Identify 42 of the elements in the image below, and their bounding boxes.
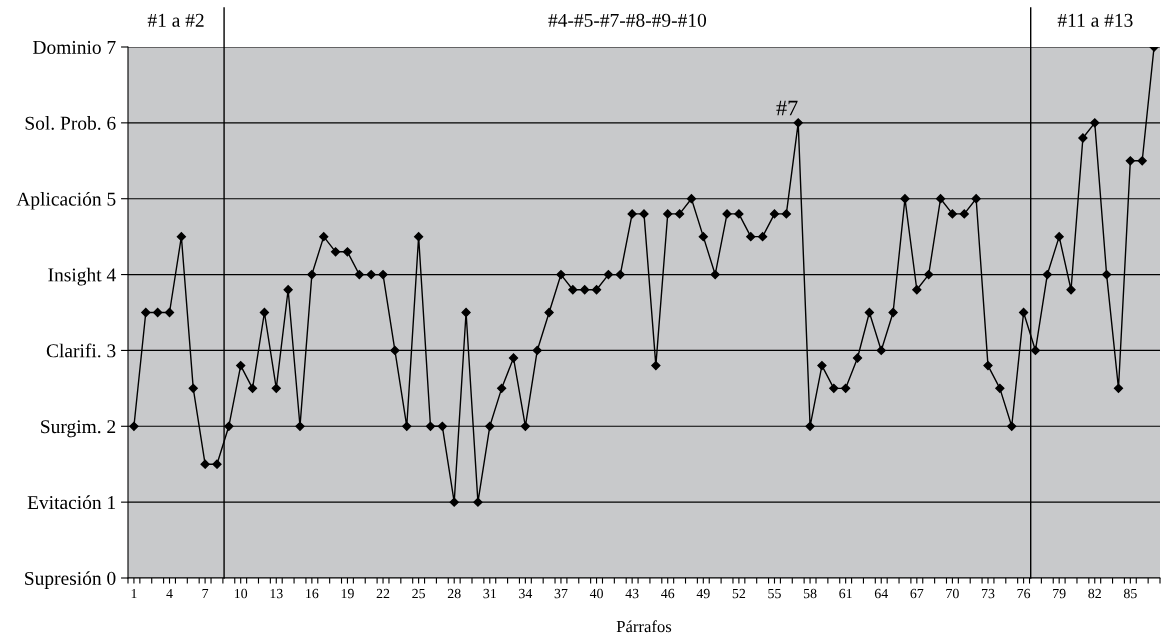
x-tick-label: 70 — [946, 588, 959, 599]
x-tick-label: 49 — [696, 588, 710, 599]
text: #1 a #2 — [147, 13, 204, 27]
x-tick-label: 22 — [376, 588, 390, 599]
x-tick-label: 67 — [910, 588, 924, 599]
y-tick-label: Clarifi. 3 — [46, 343, 116, 358]
x-tick-label: 58 — [803, 588, 817, 599]
text: #11 a #13 — [1057, 13, 1133, 27]
x-tick-label: 64 — [874, 588, 888, 599]
x-tick-label: 31 — [483, 588, 496, 599]
x-tick-label: 13 — [270, 588, 283, 599]
annotation: #7 — [776, 100, 798, 116]
x-tick-label: 73 — [981, 588, 995, 599]
y-tick-label: Aplicación 5 — [16, 191, 116, 210]
y-tick-label: Dominio 7 — [33, 40, 116, 54]
x-tick-label: 82 — [1088, 588, 1101, 599]
y-tick-label: Surgim. 2 — [41, 420, 116, 438]
y-tick-label: Insight 4 — [48, 267, 116, 286]
x-tick-label: 52 — [732, 588, 746, 599]
x-tick-label: 25 — [412, 588, 426, 599]
x-tick-label: 34 — [519, 588, 533, 599]
x-tick-label: 43 — [625, 588, 639, 599]
x-tick-label: 85 — [1123, 588, 1137, 599]
x-tick-label: 61 — [839, 588, 852, 599]
x-tick-label: 46 — [661, 588, 675, 599]
x-tick-label: 28 — [447, 588, 461, 599]
x-tick-label: 40 — [589, 588, 603, 599]
x-tick-label: 76 — [1017, 588, 1031, 599]
x-tick-label: 79 — [1053, 588, 1066, 599]
x-axis-title: Párrafos — [616, 620, 672, 633]
x-tick-label: 19 — [341, 588, 354, 599]
y-tick-label: Evitación 1 — [27, 495, 116, 510]
x-tick-label: 16 — [306, 588, 319, 599]
x-tick-label: 10 — [234, 588, 248, 599]
x-tick-label: 7 — [202, 588, 209, 599]
x-tick-label: 1 — [131, 588, 137, 599]
text: #4-#5-#7-#8-#9-#10 — [548, 13, 707, 27]
x-tick-label: 4 — [166, 588, 173, 599]
y-tick-label: Supresión 0 — [25, 571, 116, 589]
y-tick-label: Sol. Prob. 6 — [25, 116, 116, 130]
x-tick-label: 55 — [768, 588, 781, 599]
x-tick-label: 37 — [554, 588, 568, 599]
